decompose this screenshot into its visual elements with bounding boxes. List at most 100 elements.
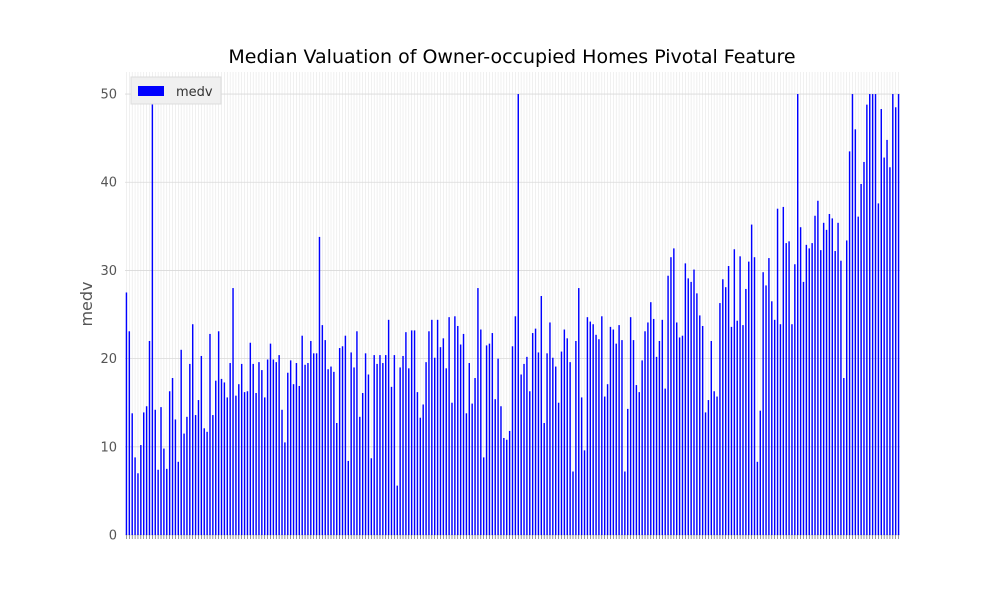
- bar: [799, 227, 802, 535]
- bar: [670, 257, 672, 535]
- bar: [569, 362, 571, 535]
- bar: [621, 340, 623, 535]
- bar: [739, 256, 741, 535]
- bar: [687, 278, 689, 535]
- bar: [592, 324, 594, 535]
- bar: [595, 334, 597, 535]
- bar: [667, 275, 669, 535]
- bar: [370, 458, 373, 535]
- bar: [433, 357, 436, 535]
- bar: [820, 250, 822, 535]
- bar: [514, 316, 517, 535]
- bar: [160, 407, 162, 535]
- bar: [897, 94, 900, 536]
- bar: [724, 287, 727, 535]
- bar: [209, 333, 211, 535]
- bar: [658, 340, 661, 535]
- bar: [771, 301, 773, 535]
- bar: [148, 340, 151, 535]
- bar: [736, 320, 738, 535]
- bar: [727, 266, 730, 535]
- bar: [578, 288, 580, 535]
- y-axis-ticks: 0 10 20 30 40 50: [100, 88, 117, 544]
- bar: [261, 370, 263, 535]
- bar: [520, 374, 522, 535]
- bar: [373, 355, 375, 535]
- bar: [428, 331, 430, 535]
- bar: [552, 357, 554, 535]
- bar: [191, 324, 194, 535]
- bar: [601, 316, 603, 535]
- bar: [635, 385, 638, 535]
- bar: [431, 319, 433, 535]
- bar: [776, 208, 779, 535]
- bar: [681, 335, 684, 535]
- bar: [834, 251, 836, 535]
- bar: [226, 397, 228, 535]
- bar-series-medv: [125, 94, 900, 536]
- bar: [341, 346, 344, 535]
- bar: [318, 236, 321, 535]
- bar: [212, 415, 214, 535]
- bar: [609, 326, 612, 535]
- bar: [494, 399, 496, 535]
- bar: [252, 363, 254, 535]
- y-tick-label: 0: [109, 529, 117, 544]
- bar: [693, 269, 695, 535]
- bar: [854, 129, 857, 536]
- bar: [174, 419, 177, 535]
- bar: [154, 409, 156, 535]
- bar: [710, 340, 713, 535]
- bar: [537, 352, 540, 535]
- bar: [145, 406, 148, 535]
- bar: [177, 461, 180, 535]
- bar: [197, 400, 200, 535]
- bar: [180, 349, 182, 535]
- bar: [200, 355, 203, 535]
- bar: [647, 322, 649, 535]
- bar: [347, 460, 350, 535]
- bar: [889, 167, 891, 535]
- bar: [756, 461, 759, 535]
- bar: [140, 445, 142, 535]
- bar: [189, 363, 191, 535]
- bar: [742, 325, 744, 535]
- bar: [716, 396, 718, 535]
- bar: [289, 360, 292, 535]
- bar: [612, 329, 615, 535]
- bar: [753, 257, 756, 535]
- y-tick-label: 50: [100, 88, 117, 103]
- bar: [287, 372, 289, 535]
- bar: [713, 391, 715, 535]
- y-axis-title: medv: [77, 281, 96, 326]
- bar: [246, 391, 249, 535]
- bar: [425, 362, 427, 535]
- bar: [413, 330, 416, 535]
- bar: [598, 339, 600, 535]
- bar: [696, 293, 698, 535]
- bar: [863, 161, 865, 535]
- bar: [258, 362, 260, 535]
- bar: [650, 302, 652, 535]
- bar: [462, 333, 465, 535]
- bar: [295, 363, 298, 535]
- bar: [880, 109, 882, 535]
- bar: [575, 340, 577, 535]
- bar: [266, 359, 269, 535]
- bar: [338, 348, 341, 535]
- bar: [330, 366, 332, 535]
- bar: [321, 325, 324, 535]
- bar: [531, 333, 534, 535]
- bar: [805, 244, 808, 535]
- y-tick-label: 40: [100, 176, 117, 191]
- bar: [684, 263, 687, 535]
- bar: [664, 388, 666, 535]
- bar: [523, 363, 525, 535]
- bar: [589, 321, 592, 535]
- bar: [808, 248, 810, 535]
- y-tick-label: 20: [100, 352, 117, 367]
- bar: [367, 374, 370, 535]
- bar: [143, 412, 145, 535]
- bar: [442, 338, 445, 535]
